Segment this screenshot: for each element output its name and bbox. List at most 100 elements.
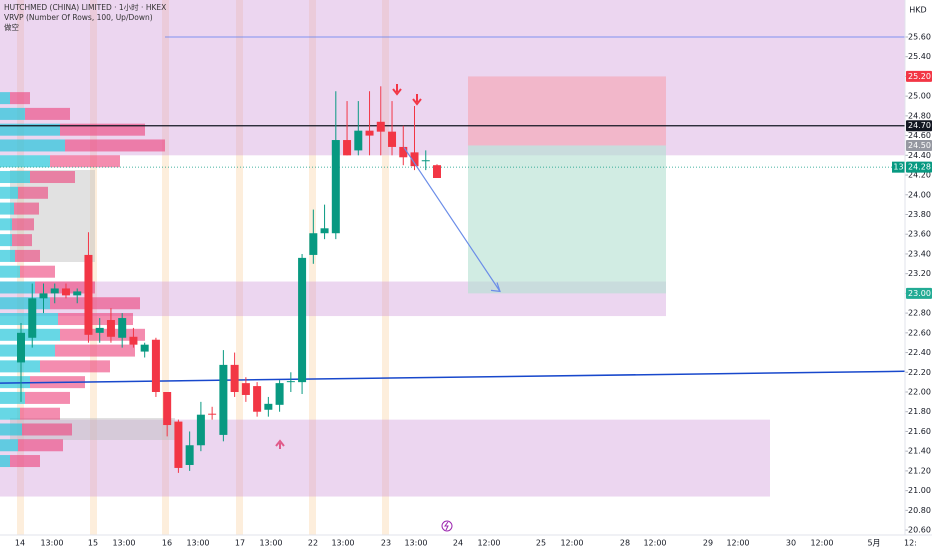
x-tick-label: 13:00 xyxy=(259,539,282,548)
x-tick-label: 22 xyxy=(308,539,318,548)
candle-body xyxy=(39,293,48,299)
candle-body xyxy=(433,165,441,179)
candle-body xyxy=(185,445,194,465)
profile-down xyxy=(25,107,70,120)
y-tick-label: 21.80 xyxy=(908,407,931,416)
profile-up xyxy=(0,218,12,231)
y-tick-label: 22.40 xyxy=(908,348,931,357)
candle-body xyxy=(354,130,363,151)
y-tick-label: 22.60 xyxy=(908,328,931,337)
profile-up xyxy=(0,297,50,310)
x-tick-label: 12:00 xyxy=(726,539,749,548)
x-tick-label: 17 xyxy=(235,539,245,548)
profile-down xyxy=(10,455,40,468)
profile-down xyxy=(22,423,72,436)
profile-down xyxy=(50,155,120,168)
y-tick-label: 21.40 xyxy=(908,447,931,456)
y-tick-label: 20.60 xyxy=(908,526,931,535)
profile-up xyxy=(0,202,14,215)
candle-body xyxy=(298,257,307,383)
candle-body xyxy=(196,414,205,446)
session-stripe xyxy=(236,0,243,535)
session-stripe xyxy=(162,0,169,535)
profile-down xyxy=(12,234,32,247)
x-tick-label: 12:00 xyxy=(643,539,666,548)
candle-body xyxy=(73,291,82,296)
x-tick-label: 25 xyxy=(536,539,546,548)
price-label-bg xyxy=(906,161,932,173)
chart-title: HUTCHMED (CHINA) LIMITED · 1小时 · HKEX xyxy=(4,2,166,12)
candle-body xyxy=(17,332,25,363)
x-tick-label: 29 xyxy=(703,539,713,548)
event-icon xyxy=(444,521,449,531)
x-tick-label: 24 xyxy=(453,539,463,548)
profile-box xyxy=(10,170,95,262)
profile-up xyxy=(0,92,10,105)
y-tick-label: 23.40 xyxy=(908,249,931,258)
zone xyxy=(0,0,905,156)
profile-up xyxy=(0,391,25,404)
countdown-bg xyxy=(892,161,905,173)
candle-body xyxy=(320,228,329,234)
candle-body xyxy=(399,146,408,158)
profile-up xyxy=(0,344,55,357)
indicator-label: VRVP (Number Of Rows, 100, Up/Down) xyxy=(4,13,153,22)
candle-body xyxy=(50,288,59,294)
session-stripe xyxy=(382,0,389,535)
x-tick-label: 13:00 xyxy=(186,539,209,548)
candle-body xyxy=(388,131,397,147)
candle-body xyxy=(365,130,374,136)
profile-up xyxy=(0,123,60,136)
countdown: 13 xyxy=(893,163,903,172)
x-tick-label: 23 xyxy=(381,539,391,548)
price-label-bg xyxy=(906,120,932,132)
y-tick-label: 24.80 xyxy=(908,111,931,120)
candle-body xyxy=(253,386,262,412)
candle-body xyxy=(129,336,138,345)
x-tick-label: 15 xyxy=(88,539,98,548)
target-zone xyxy=(468,145,666,294)
currency: HKD xyxy=(909,6,926,15)
candle-body xyxy=(140,344,149,352)
candle-body xyxy=(421,160,430,162)
y-tick-label: 24.20 xyxy=(908,171,931,180)
sell-arrow xyxy=(392,84,402,96)
y-tick-label: 24.60 xyxy=(908,131,931,140)
profile-down xyxy=(10,92,30,105)
projection-arrow xyxy=(403,147,501,293)
trendline xyxy=(0,370,906,384)
candle-body xyxy=(95,327,104,333)
profile-up xyxy=(0,155,50,168)
profile-down xyxy=(60,123,145,136)
y-tick-label: 25.40 xyxy=(908,52,931,61)
x-tick-label: 5月 xyxy=(867,539,880,548)
candle-body xyxy=(343,140,352,156)
x-tick-label: 30 xyxy=(786,539,796,548)
profile-up xyxy=(0,281,35,294)
profile-up xyxy=(0,265,20,278)
y-tick-label: 23.60 xyxy=(908,230,931,239)
price-label-bg xyxy=(906,70,932,82)
x-tick-label: 13:00 xyxy=(40,539,63,548)
profile-up xyxy=(0,376,30,389)
price-label: 24.28 xyxy=(908,163,931,172)
price-label: 25.20 xyxy=(908,72,931,81)
y-tick-label: 25.00 xyxy=(908,92,931,101)
profile-up xyxy=(0,439,18,452)
x-tick-label: 12:00 xyxy=(477,539,500,548)
session-stripe xyxy=(309,0,316,535)
y-tick-label: 23.20 xyxy=(908,269,931,278)
profile-down xyxy=(55,344,135,357)
profile-down xyxy=(50,297,140,310)
sell-arrow xyxy=(412,94,422,106)
candle-body xyxy=(106,320,115,337)
candle-body xyxy=(264,403,273,410)
x-tick-label: 13:00 xyxy=(112,539,135,548)
profile-up xyxy=(0,234,12,247)
y-tick-label: 21.00 xyxy=(908,486,931,495)
profile-down xyxy=(14,202,39,215)
candle-body xyxy=(163,392,172,426)
y-tick-label: 22.00 xyxy=(908,388,931,397)
